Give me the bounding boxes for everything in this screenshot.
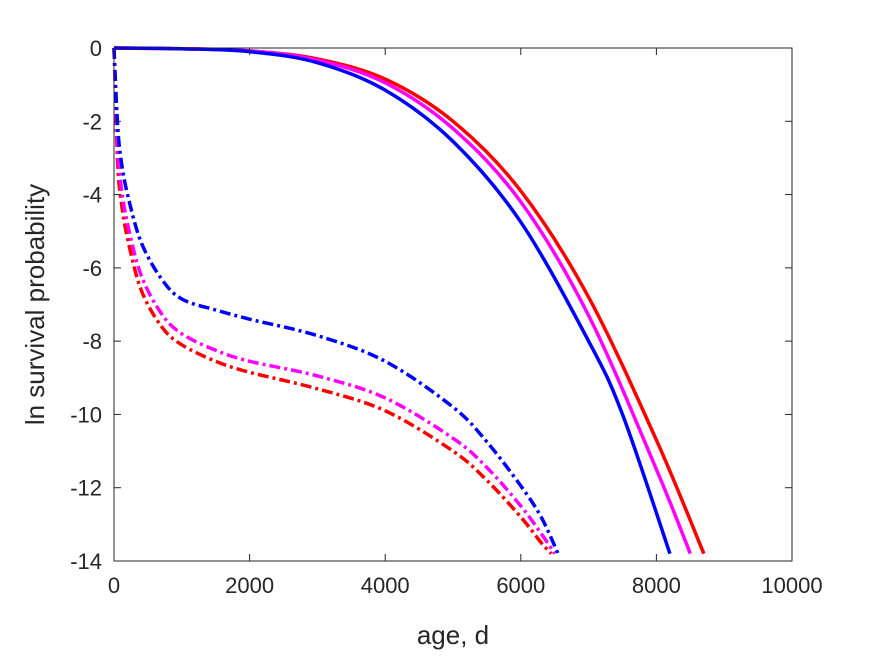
- y-tick-label: -6: [82, 256, 102, 281]
- x-tick-label: 6000: [496, 573, 545, 598]
- plot-area-frame: [113, 47, 793, 562]
- x-tick-label: 8000: [632, 573, 681, 598]
- x-axis-label: age, d: [417, 620, 489, 650]
- y-tick-label: -8: [82, 329, 102, 354]
- series-line-4: [112, 47, 553, 555]
- series-line-5: [112, 47, 557, 555]
- y-tick-label: -12: [70, 476, 102, 501]
- y-tick-label: -4: [82, 183, 102, 208]
- series-layer: [112, 46, 706, 555]
- x-tick-label: 4000: [361, 573, 410, 598]
- y-tick-label: -2: [82, 109, 102, 134]
- y-tick-label: -10: [70, 402, 102, 427]
- y-tick-label: 0: [90, 36, 102, 61]
- y-tick-label: -14: [70, 549, 102, 574]
- series-line-3: [113, 46, 672, 555]
- x-tick-label: 2000: [225, 573, 274, 598]
- series-line-6: [112, 47, 560, 555]
- x-tick-label: 0: [108, 573, 120, 598]
- tick-layer: 0 2000 4000 6000 8000 10000 0 -2 -4 -6 -8 -10 -12 -14: [70, 36, 822, 598]
- x-tick-label: 10000: [761, 573, 822, 598]
- y-axis-label: ln survival probability: [20, 184, 50, 425]
